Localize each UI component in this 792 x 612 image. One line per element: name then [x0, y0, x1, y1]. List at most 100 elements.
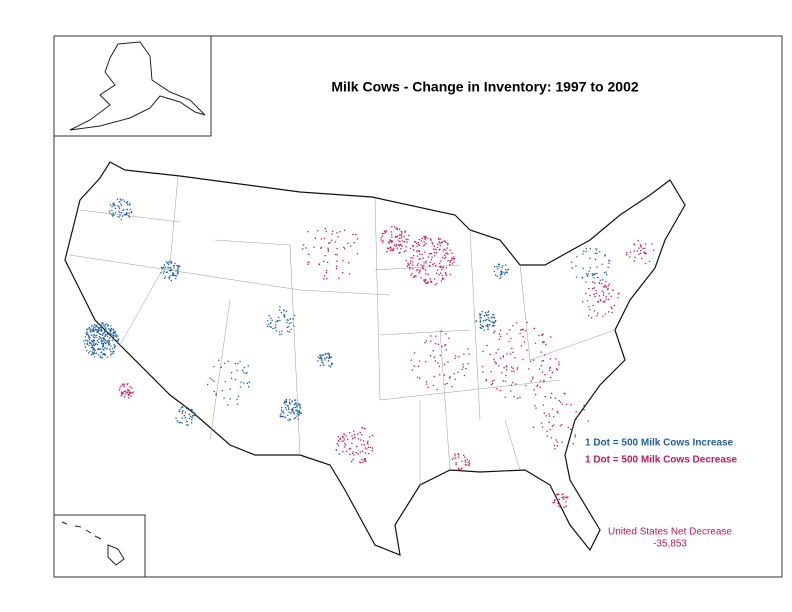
dot — [126, 213, 128, 215]
dot — [325, 352, 327, 355]
dot — [534, 342, 537, 344]
dot — [98, 338, 100, 340]
dot — [283, 402, 285, 404]
dot — [553, 416, 555, 418]
dot — [119, 214, 121, 216]
dot — [444, 271, 447, 274]
dot — [128, 204, 131, 206]
dot — [595, 292, 598, 295]
dot — [327, 250, 329, 252]
dot — [246, 371, 248, 374]
dot — [644, 247, 646, 249]
dot — [115, 333, 117, 336]
dot — [467, 348, 469, 350]
dot — [595, 289, 597, 292]
dot — [105, 329, 107, 331]
dot — [113, 330, 115, 332]
dot — [427, 386, 429, 388]
dot — [284, 407, 287, 409]
dot — [114, 346, 116, 348]
dot — [391, 236, 393, 238]
dot — [92, 348, 94, 351]
dot — [246, 382, 248, 385]
dot — [409, 247, 412, 249]
dot — [353, 242, 355, 244]
dot — [448, 377, 451, 379]
dot — [168, 261, 170, 263]
dot — [491, 325, 494, 327]
dot — [494, 360, 496, 363]
dot — [416, 255, 419, 257]
dot — [453, 258, 455, 260]
dot — [337, 445, 339, 447]
dot — [566, 403, 568, 405]
dot — [453, 258, 456, 260]
dot — [386, 251, 388, 253]
dot — [302, 248, 304, 250]
dot — [288, 411, 290, 413]
dot — [278, 316, 280, 318]
dot — [442, 266, 444, 268]
dot — [435, 335, 437, 337]
dot — [174, 262, 176, 265]
dot — [88, 344, 90, 347]
dot — [284, 316, 286, 318]
dot — [637, 239, 639, 242]
dot — [411, 272, 413, 275]
dot — [557, 499, 559, 501]
dot — [644, 251, 646, 253]
dot — [127, 383, 129, 385]
dot — [506, 333, 508, 335]
dot — [589, 294, 591, 297]
dot — [500, 274, 502, 276]
dot — [92, 352, 95, 354]
dot — [404, 230, 406, 232]
dot — [425, 340, 427, 342]
dot — [552, 502, 554, 504]
dot — [416, 250, 418, 253]
dot — [122, 209, 124, 212]
dot — [191, 417, 193, 419]
dot — [465, 464, 467, 466]
dot — [405, 238, 407, 240]
dot — [356, 253, 359, 255]
dot — [326, 356, 328, 359]
dot — [192, 415, 194, 417]
dot — [553, 424, 555, 426]
dot — [430, 280, 432, 282]
dot — [427, 282, 429, 284]
dot — [509, 329, 511, 331]
dot — [93, 334, 95, 336]
dot — [559, 425, 561, 427]
dot — [95, 342, 97, 345]
dot — [629, 251, 632, 253]
dot — [391, 240, 393, 242]
dot — [482, 326, 485, 328]
dot — [329, 241, 331, 244]
dot — [90, 354, 92, 356]
dot — [542, 359, 545, 362]
dot — [389, 247, 391, 249]
dot — [112, 332, 114, 334]
dot — [539, 386, 541, 388]
dot — [348, 448, 350, 450]
dot — [281, 330, 283, 332]
dot — [602, 294, 605, 296]
dot — [102, 353, 104, 355]
dot — [423, 279, 425, 281]
dot — [361, 427, 363, 429]
dot — [173, 265, 175, 267]
dot — [419, 253, 421, 255]
dot — [428, 264, 431, 267]
dot — [381, 233, 384, 235]
dot — [592, 275, 594, 277]
dot — [112, 328, 114, 331]
dot — [583, 409, 585, 411]
dot — [392, 249, 394, 251]
title: Milk Cows - Change in Inventory: 1997 to… — [331, 79, 639, 95]
dot — [123, 200, 126, 203]
dot — [179, 421, 182, 424]
dot — [418, 250, 421, 252]
dot — [124, 213, 126, 216]
dot — [289, 399, 291, 401]
